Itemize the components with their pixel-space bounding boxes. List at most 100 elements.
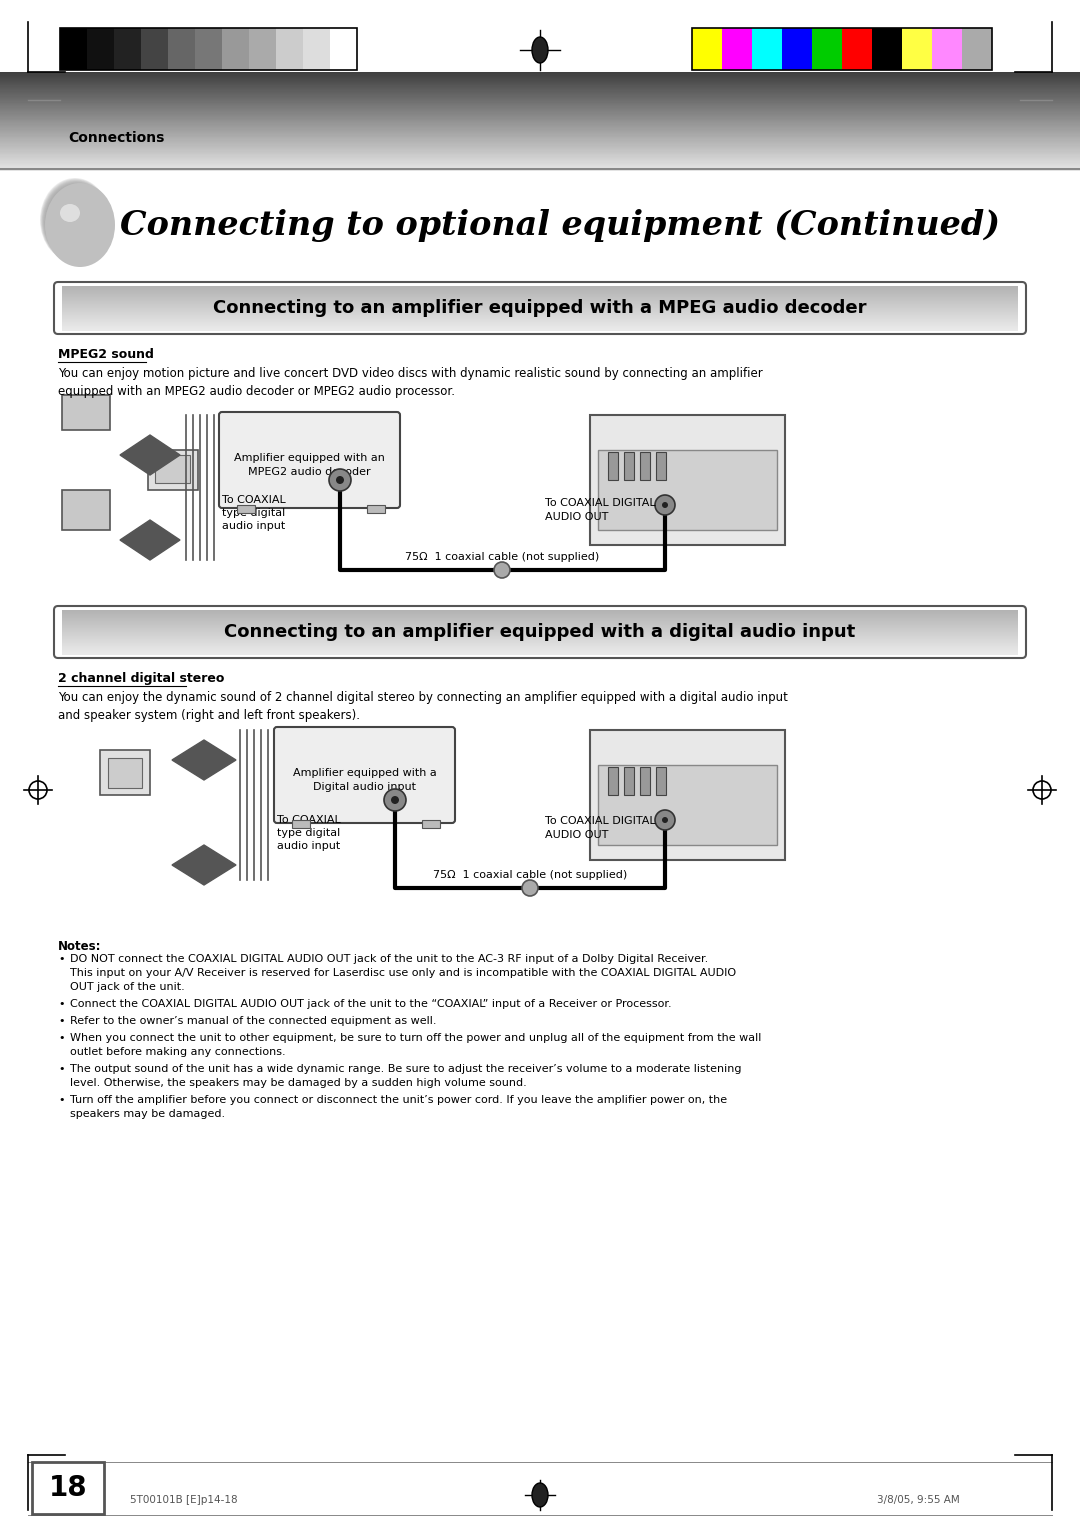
Bar: [0, 116, 1080, 118]
Text: 75Ω  1 coaxial cable (not supplied): 75Ω 1 coaxial cable (not supplied): [405, 552, 599, 562]
Bar: [0, 163, 1080, 165]
Text: 18: 18: [49, 1475, 87, 1502]
Text: level. Otherwise, the speakers may be damaged by a sudden high volume sound.: level. Otherwise, the speakers may be da…: [70, 1077, 527, 1088]
Bar: [367, 504, 384, 513]
Text: Connecting to an amplifier equipped with a MPEG audio decoder: Connecting to an amplifier equipped with…: [213, 299, 867, 316]
Polygon shape: [172, 845, 237, 885]
Text: •: •: [58, 1096, 65, 1105]
Bar: [108, 758, 141, 788]
Bar: [0, 150, 1080, 153]
Bar: [0, 84, 1080, 86]
Bar: [141, 28, 168, 70]
Bar: [0, 162, 1080, 165]
Circle shape: [336, 477, 345, 484]
Ellipse shape: [40, 177, 110, 261]
Bar: [0, 153, 1080, 154]
Bar: [0, 73, 1080, 75]
Ellipse shape: [57, 199, 108, 260]
Bar: [195, 28, 222, 70]
Ellipse shape: [55, 196, 108, 260]
Text: 3/8/05, 9:55 AM: 3/8/05, 9:55 AM: [877, 1494, 960, 1505]
Ellipse shape: [53, 194, 108, 260]
Bar: [0, 162, 1080, 163]
Ellipse shape: [60, 205, 80, 222]
Ellipse shape: [49, 188, 109, 261]
Bar: [0, 168, 1080, 170]
Bar: [0, 136, 1080, 138]
Text: DO NOT connect the COAXIAL DIGITAL AUDIO OUT jack of the unit to the AC-3 RF inp: DO NOT connect the COAXIAL DIGITAL AUDIO…: [70, 953, 708, 964]
Bar: [0, 102, 1080, 104]
Bar: [0, 122, 1080, 124]
Bar: [624, 767, 634, 795]
Ellipse shape: [532, 37, 548, 63]
Bar: [0, 105, 1080, 107]
Bar: [0, 79, 1080, 81]
Bar: [0, 101, 1080, 102]
Bar: [0, 75, 1080, 76]
Circle shape: [522, 880, 538, 895]
Bar: [0, 92, 1080, 93]
Bar: [0, 72, 1080, 73]
Bar: [0, 160, 1080, 162]
Bar: [0, 81, 1080, 83]
Ellipse shape: [56, 197, 108, 260]
Text: You can enjoy motion picture and live concert DVD video discs with dynamic reali: You can enjoy motion picture and live co…: [58, 367, 762, 380]
Ellipse shape: [48, 186, 109, 261]
Bar: [872, 28, 902, 70]
Text: 2 channel digital stereo: 2 channel digital stereo: [58, 672, 225, 685]
Bar: [0, 134, 1080, 136]
FancyBboxPatch shape: [219, 413, 400, 507]
Bar: [0, 76, 1080, 78]
Text: Notes:: Notes:: [58, 940, 102, 953]
Bar: [0, 127, 1080, 128]
Bar: [60, 28, 357, 70]
Bar: [303, 28, 330, 70]
Text: Connect the COAXIAL DIGITAL AUDIO OUT jack of the unit to the “COAXIAL” input of: Connect the COAXIAL DIGITAL AUDIO OUT ja…: [70, 999, 672, 1008]
Bar: [0, 98, 1080, 99]
Text: 18: 18: [534, 1494, 546, 1505]
Ellipse shape: [58, 200, 108, 260]
Text: 5T00101B [E]p14-18: 5T00101B [E]p14-18: [130, 1494, 238, 1505]
Bar: [0, 133, 1080, 134]
Bar: [330, 28, 357, 70]
Text: When you connect the unit to other equipment, be sure to turn off the power and : When you connect the unit to other equip…: [70, 1033, 761, 1044]
Ellipse shape: [43, 182, 109, 261]
Text: To COAXIAL DIGITAL
AUDIO OUT: To COAXIAL DIGITAL AUDIO OUT: [545, 498, 656, 523]
Bar: [640, 452, 650, 480]
Bar: [656, 767, 666, 795]
Text: Refer to the owner’s manual of the connected equipment as well.: Refer to the owner’s manual of the conne…: [70, 1016, 436, 1025]
Ellipse shape: [43, 182, 109, 261]
Bar: [62, 396, 110, 429]
Bar: [0, 113, 1080, 116]
Text: The output sound of the unit has a wide dynamic range. Be sure to adjust the rec: The output sound of the unit has a wide …: [70, 1063, 742, 1074]
Text: speakers may be damaged.: speakers may be damaged.: [70, 1109, 225, 1118]
Text: •: •: [58, 999, 65, 1008]
Ellipse shape: [45, 183, 114, 267]
Bar: [0, 89, 1080, 90]
Text: Amplifier equipped with a
Digital audio input: Amplifier equipped with a Digital audio …: [293, 769, 436, 792]
Bar: [100, 750, 150, 795]
Text: This input on your A/V Receiver is reserved for Laserdisc use only and is incomp: This input on your A/V Receiver is reser…: [70, 969, 737, 978]
Text: and speaker system (right and left front speakers).: and speaker system (right and left front…: [58, 709, 360, 723]
Text: •: •: [58, 1016, 65, 1025]
Circle shape: [391, 796, 399, 804]
Ellipse shape: [54, 196, 108, 260]
Text: outlet before making any connections.: outlet before making any connections.: [70, 1047, 285, 1057]
Bar: [0, 115, 1080, 116]
Bar: [902, 28, 932, 70]
Bar: [0, 138, 1080, 141]
Bar: [0, 96, 1080, 98]
Bar: [590, 730, 785, 860]
Text: MPEG2 sound: MPEG2 sound: [58, 348, 153, 361]
Bar: [0, 93, 1080, 95]
Bar: [0, 144, 1080, 147]
Bar: [0, 130, 1080, 131]
Bar: [0, 78, 1080, 79]
Bar: [32, 1462, 104, 1514]
Ellipse shape: [46, 186, 109, 261]
Ellipse shape: [51, 191, 108, 260]
Bar: [692, 28, 993, 70]
Bar: [0, 168, 1080, 170]
Ellipse shape: [50, 189, 109, 261]
Bar: [0, 76, 1080, 78]
